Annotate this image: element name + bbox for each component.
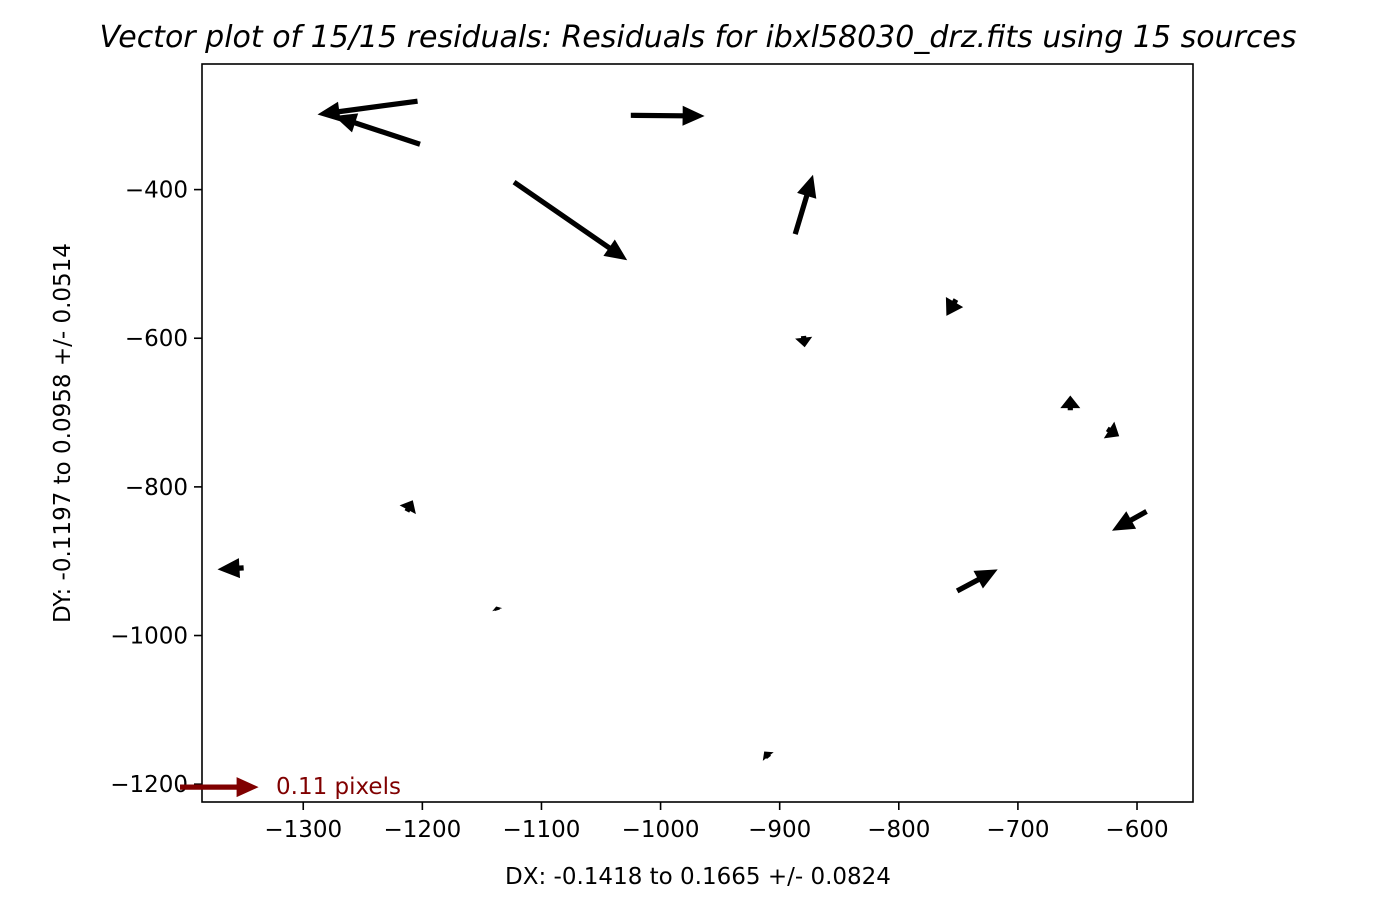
residual-arrow-5 bbox=[792, 174, 817, 235]
residual-arrow-15 bbox=[762, 751, 774, 761]
residual-arrow-10 bbox=[399, 500, 416, 515]
residual-arrow-7 bbox=[795, 335, 813, 348]
residual-arrow-1 bbox=[317, 98, 418, 122]
chart-title: Vector plot of 15/15 residuals: Residual… bbox=[99, 20, 1296, 55]
plot-frame bbox=[201, 63, 1194, 803]
x-tick-label: −1100 bbox=[503, 817, 581, 843]
y-tick-label: −1000 bbox=[110, 624, 188, 650]
residual-arrow-3 bbox=[630, 105, 705, 126]
residual-arrow-13 bbox=[955, 569, 998, 594]
residual-arrow-4 bbox=[512, 180, 628, 261]
y-tick-label: −400 bbox=[125, 178, 188, 204]
key-label: 0.11 pixels bbox=[276, 774, 401, 800]
scale-key-arrow bbox=[180, 777, 259, 798]
x-tick-label: −800 bbox=[867, 817, 930, 843]
x-tick-label: −1000 bbox=[622, 817, 700, 843]
x-tick-label: −600 bbox=[1105, 817, 1168, 843]
x-axis-label: DX: -0.1418 to 0.1665 +/- 0.0824 bbox=[505, 864, 891, 890]
x-tick-label: −1200 bbox=[383, 817, 461, 843]
x-tick-label: −1300 bbox=[264, 817, 342, 843]
y-axis-label: DY: -0.1197 to 0.0958 +/- 0.0514 bbox=[50, 243, 76, 623]
x-tick-label: −700 bbox=[986, 817, 1049, 843]
y-tick-label: −600 bbox=[125, 326, 188, 352]
residual-arrow-8 bbox=[1060, 395, 1081, 411]
residual-arrow-6 bbox=[945, 297, 964, 316]
residual-arrow-2 bbox=[334, 113, 421, 147]
residual-arrow-11 bbox=[217, 558, 244, 579]
residual-arrow-14 bbox=[492, 606, 503, 612]
residual-arrow-12 bbox=[1112, 509, 1148, 531]
y-tick-label: −1200 bbox=[110, 772, 188, 798]
x-tick-label: −900 bbox=[748, 817, 811, 843]
y-tick-label: −800 bbox=[125, 475, 188, 501]
residual-arrow-9 bbox=[1103, 421, 1120, 439]
